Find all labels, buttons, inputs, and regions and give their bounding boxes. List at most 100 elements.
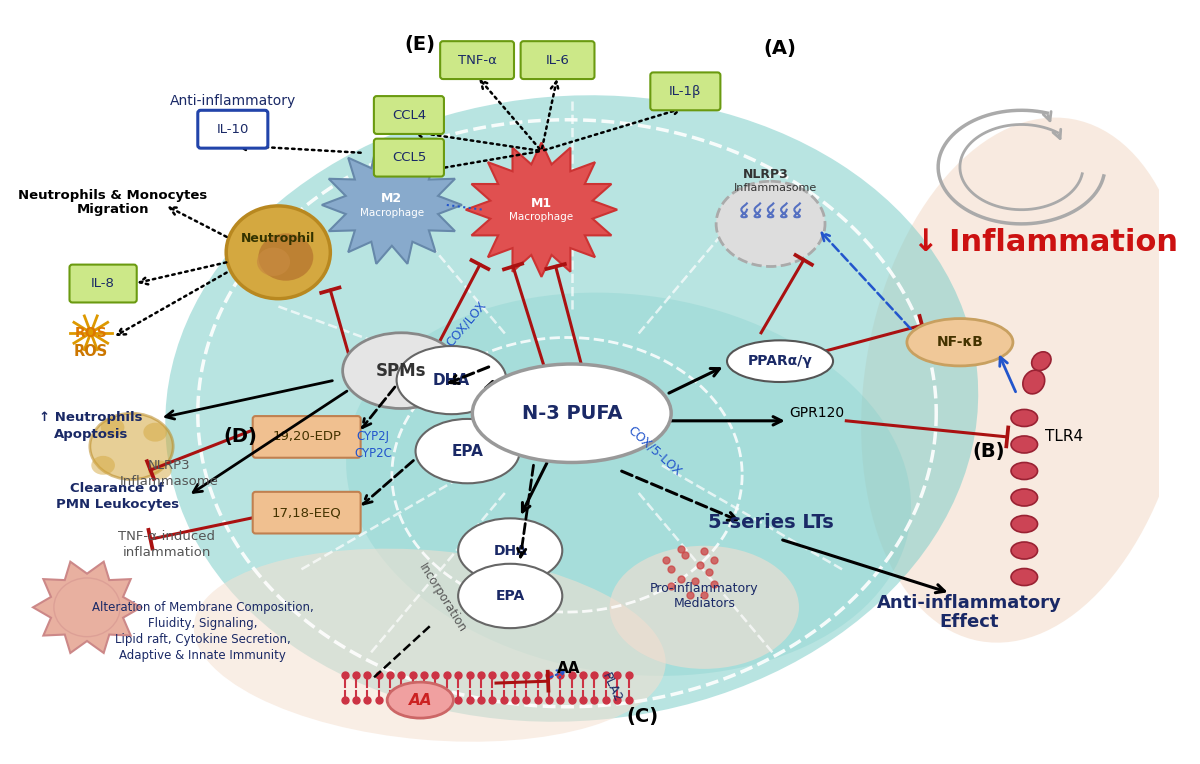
Ellipse shape (143, 422, 167, 442)
Text: (D): (D) (223, 427, 257, 446)
Text: 19,20-EDP: 19,20-EDP (272, 430, 341, 443)
Ellipse shape (90, 413, 173, 480)
Text: N-3 PUFA: N-3 PUFA (522, 403, 622, 422)
Text: Neutrophils & Monocytes: Neutrophils & Monocytes (18, 189, 208, 202)
FancyBboxPatch shape (253, 492, 361, 533)
Ellipse shape (343, 333, 460, 409)
Text: (B): (B) (972, 442, 1004, 461)
Text: Anti-inflammatory: Anti-inflammatory (169, 94, 296, 108)
Text: Inflammasome: Inflammasome (120, 475, 218, 488)
Text: Neutrophil: Neutrophil (241, 231, 316, 244)
Ellipse shape (166, 96, 978, 722)
Ellipse shape (346, 293, 911, 676)
Text: (C): (C) (626, 707, 659, 726)
Text: SPMs: SPMs (376, 361, 426, 380)
Ellipse shape (257, 248, 290, 276)
Ellipse shape (1012, 489, 1038, 506)
Ellipse shape (1012, 516, 1038, 533)
Ellipse shape (458, 564, 563, 628)
Text: NLRP3: NLRP3 (148, 459, 191, 472)
Ellipse shape (54, 578, 120, 636)
Polygon shape (34, 562, 140, 653)
Ellipse shape (862, 118, 1192, 643)
Text: NF-κB: NF-κB (936, 335, 983, 349)
Text: Clearance of: Clearance of (71, 483, 164, 496)
Text: Inflammasome: Inflammasome (733, 183, 817, 193)
Ellipse shape (473, 364, 671, 462)
Text: NLRP3: NLRP3 (743, 168, 788, 181)
Text: COX/LOX: COX/LOX (443, 298, 488, 348)
Ellipse shape (1012, 542, 1038, 559)
Text: Macrophage: Macrophage (509, 212, 574, 222)
Text: TLR4: TLR4 (1045, 429, 1084, 445)
Text: ↓ Inflammation: ↓ Inflammation (913, 228, 1177, 257)
Text: EPA: EPA (496, 589, 524, 603)
Text: AA: AA (408, 693, 432, 707)
Ellipse shape (226, 206, 330, 299)
Ellipse shape (907, 319, 1013, 366)
FancyBboxPatch shape (253, 416, 361, 458)
FancyBboxPatch shape (374, 96, 444, 134)
Ellipse shape (1032, 352, 1051, 371)
Text: COX/5-LOX: COX/5-LOX (625, 424, 684, 478)
FancyBboxPatch shape (198, 110, 268, 148)
Ellipse shape (727, 340, 833, 382)
Text: Pro-inflammatory: Pro-inflammatory (650, 582, 758, 595)
FancyBboxPatch shape (521, 41, 594, 79)
Ellipse shape (148, 461, 172, 480)
Text: ROS: ROS (73, 345, 108, 359)
Text: DHA: DHA (493, 543, 527, 558)
Text: GPR120: GPR120 (790, 406, 845, 420)
Ellipse shape (610, 545, 799, 668)
Text: ↑ Neutrophils: ↑ Neutrophils (40, 412, 143, 425)
Text: PLA2: PLA2 (599, 671, 624, 704)
Text: IL-10: IL-10 (217, 123, 250, 136)
Text: CYP2C: CYP2C (354, 446, 392, 459)
Text: EPA: EPA (451, 444, 484, 458)
Text: CCL5: CCL5 (391, 151, 426, 164)
Text: IL-6: IL-6 (546, 53, 570, 66)
Ellipse shape (91, 456, 115, 474)
Text: Fluidity, Signaling,: Fluidity, Signaling, (148, 617, 257, 630)
Text: Mediators: Mediators (673, 597, 736, 610)
Ellipse shape (716, 181, 826, 267)
Ellipse shape (101, 418, 125, 437)
Text: CYP2J: CYP2J (356, 430, 390, 443)
Text: 17,18-EEQ: 17,18-EEQ (271, 507, 342, 520)
FancyBboxPatch shape (70, 264, 137, 303)
Text: inflammation: inflammation (122, 546, 211, 559)
Text: IL-8: IL-8 (91, 277, 115, 290)
Polygon shape (466, 143, 617, 277)
Text: PPARα/γ: PPARα/γ (748, 354, 812, 368)
Text: AA: AA (557, 662, 581, 676)
FancyBboxPatch shape (374, 139, 444, 176)
Text: CCL4: CCL4 (392, 108, 426, 121)
Ellipse shape (388, 682, 454, 718)
Ellipse shape (1012, 462, 1038, 480)
FancyBboxPatch shape (650, 73, 720, 110)
Text: 5-series LTs: 5-series LTs (708, 513, 834, 532)
Text: (A): (A) (763, 39, 797, 58)
Text: Incorporation: Incorporation (415, 561, 468, 635)
Text: Macrophage: Macrophage (360, 208, 424, 218)
Text: ROS: ROS (74, 325, 107, 340)
Text: M2: M2 (382, 192, 402, 205)
FancyBboxPatch shape (440, 41, 514, 79)
Ellipse shape (1022, 370, 1045, 394)
Ellipse shape (194, 549, 666, 742)
Text: TNF-α: TNF-α (457, 53, 497, 66)
Text: IL-1β: IL-1β (670, 85, 702, 98)
Text: Alteration of Membrane Composition,: Alteration of Membrane Composition, (91, 601, 313, 613)
Ellipse shape (1012, 568, 1038, 585)
Ellipse shape (258, 233, 313, 280)
Text: TNF-α-induced: TNF-α-induced (118, 529, 215, 542)
Text: M1: M1 (530, 196, 552, 209)
Text: Apoptosis: Apoptosis (54, 428, 128, 441)
Text: Adaptive & Innate Immunity: Adaptive & Innate Immunity (119, 649, 286, 662)
Text: Migration: Migration (77, 203, 149, 216)
Text: (E): (E) (404, 34, 436, 53)
Text: DHA: DHA (433, 373, 470, 387)
Text: Anti-inflammatory: Anti-inflammatory (877, 594, 1062, 612)
Text: Lipid raft, Cytokine Secretion,: Lipid raft, Cytokine Secretion, (115, 633, 290, 646)
Ellipse shape (458, 518, 563, 583)
